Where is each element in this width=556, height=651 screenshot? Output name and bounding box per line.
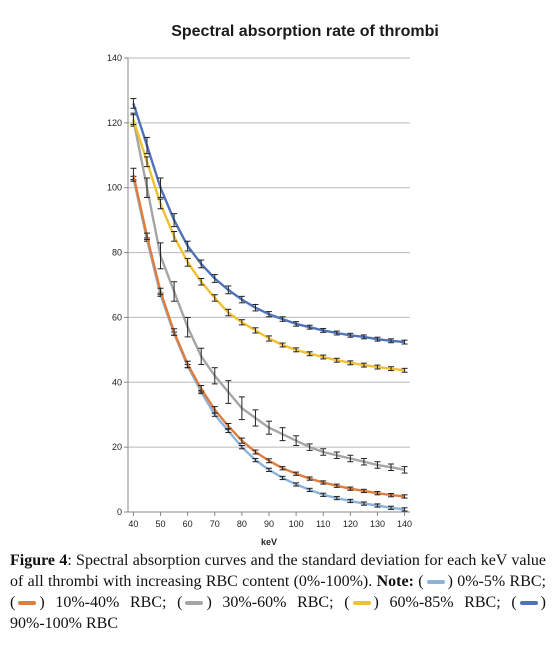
chart-area: Spectral absorption rate of thrombi 0 20 4… [107,23,439,545]
series-4 [130,114,408,373]
series-group [130,98,408,512]
caption-legend: () 0%-5% RBC; () 10%-40% RBC; () 30%-60%… [10,573,546,632]
legend-label: ) 60%-85% RBC; [373,594,512,611]
legend-swatch [426,580,445,585]
legend-paren: ( [10,594,16,611]
y-tick-label: 80 [112,248,122,258]
legend-label: ) 30%-60% RBC; [206,594,345,611]
series-3 [130,112,408,474]
y-tick-label: 60 [112,312,122,322]
x-tick-label: 130 [370,519,385,529]
figure-label: Figure 4 [10,552,68,569]
x-tick-label: 140 [397,519,412,529]
figure-caption: Figure 4: Spectral absorption curves and… [10,550,546,634]
legend-swatch [519,601,538,606]
legend-swatch [352,601,371,606]
x-tick-label: 80 [237,519,247,529]
series-5 [130,98,408,345]
axes: 0 20 40 60 80 100 120 140 40 50 60 70 80 90 100 110 120 1… [107,53,412,529]
y-tick-label: 120 [107,118,122,128]
caption-text: : Spectral absorption curves and the sta… [10,552,547,590]
legend-label: ) 90%-100% RBC [10,594,546,632]
legend-label: ) 10%-40% RBC; [39,594,178,611]
x-tick-label: 90 [264,519,274,529]
note-label: Note: [376,573,414,590]
grid-lines [128,57,410,448]
x-axis-label: keV [261,537,277,545]
chart-title: Spectral absorption rate of thrombi [171,23,439,40]
y-tick-label: 20 [112,442,122,452]
y-tick-label: 0 [117,507,122,517]
legend-label: ) 0%-5% RBC; [447,573,546,590]
x-tick-label: 110 [316,519,330,529]
legend-swatch [185,601,204,606]
x-tick-label: 100 [289,519,304,529]
legend-paren: ( [511,594,517,611]
legend-paren: ( [344,594,350,611]
y-tick-label: 140 [107,53,122,63]
x-tick-label: 120 [343,519,358,529]
x-tick-label: 60 [183,519,193,529]
y-tick-label: 100 [107,183,122,193]
x-tick-label: 40 [128,519,138,529]
legend-swatch [18,601,37,606]
line-chart: Spectral absorption rate of thrombi 0 20 4… [107,23,439,545]
x-tick-label: 50 [156,519,166,529]
y-tick-label: 40 [112,377,122,387]
series-2 [130,167,408,499]
legend-paren: ( [418,573,424,590]
x-tick-label: 70 [210,519,220,529]
legend-paren: ( [177,594,183,611]
